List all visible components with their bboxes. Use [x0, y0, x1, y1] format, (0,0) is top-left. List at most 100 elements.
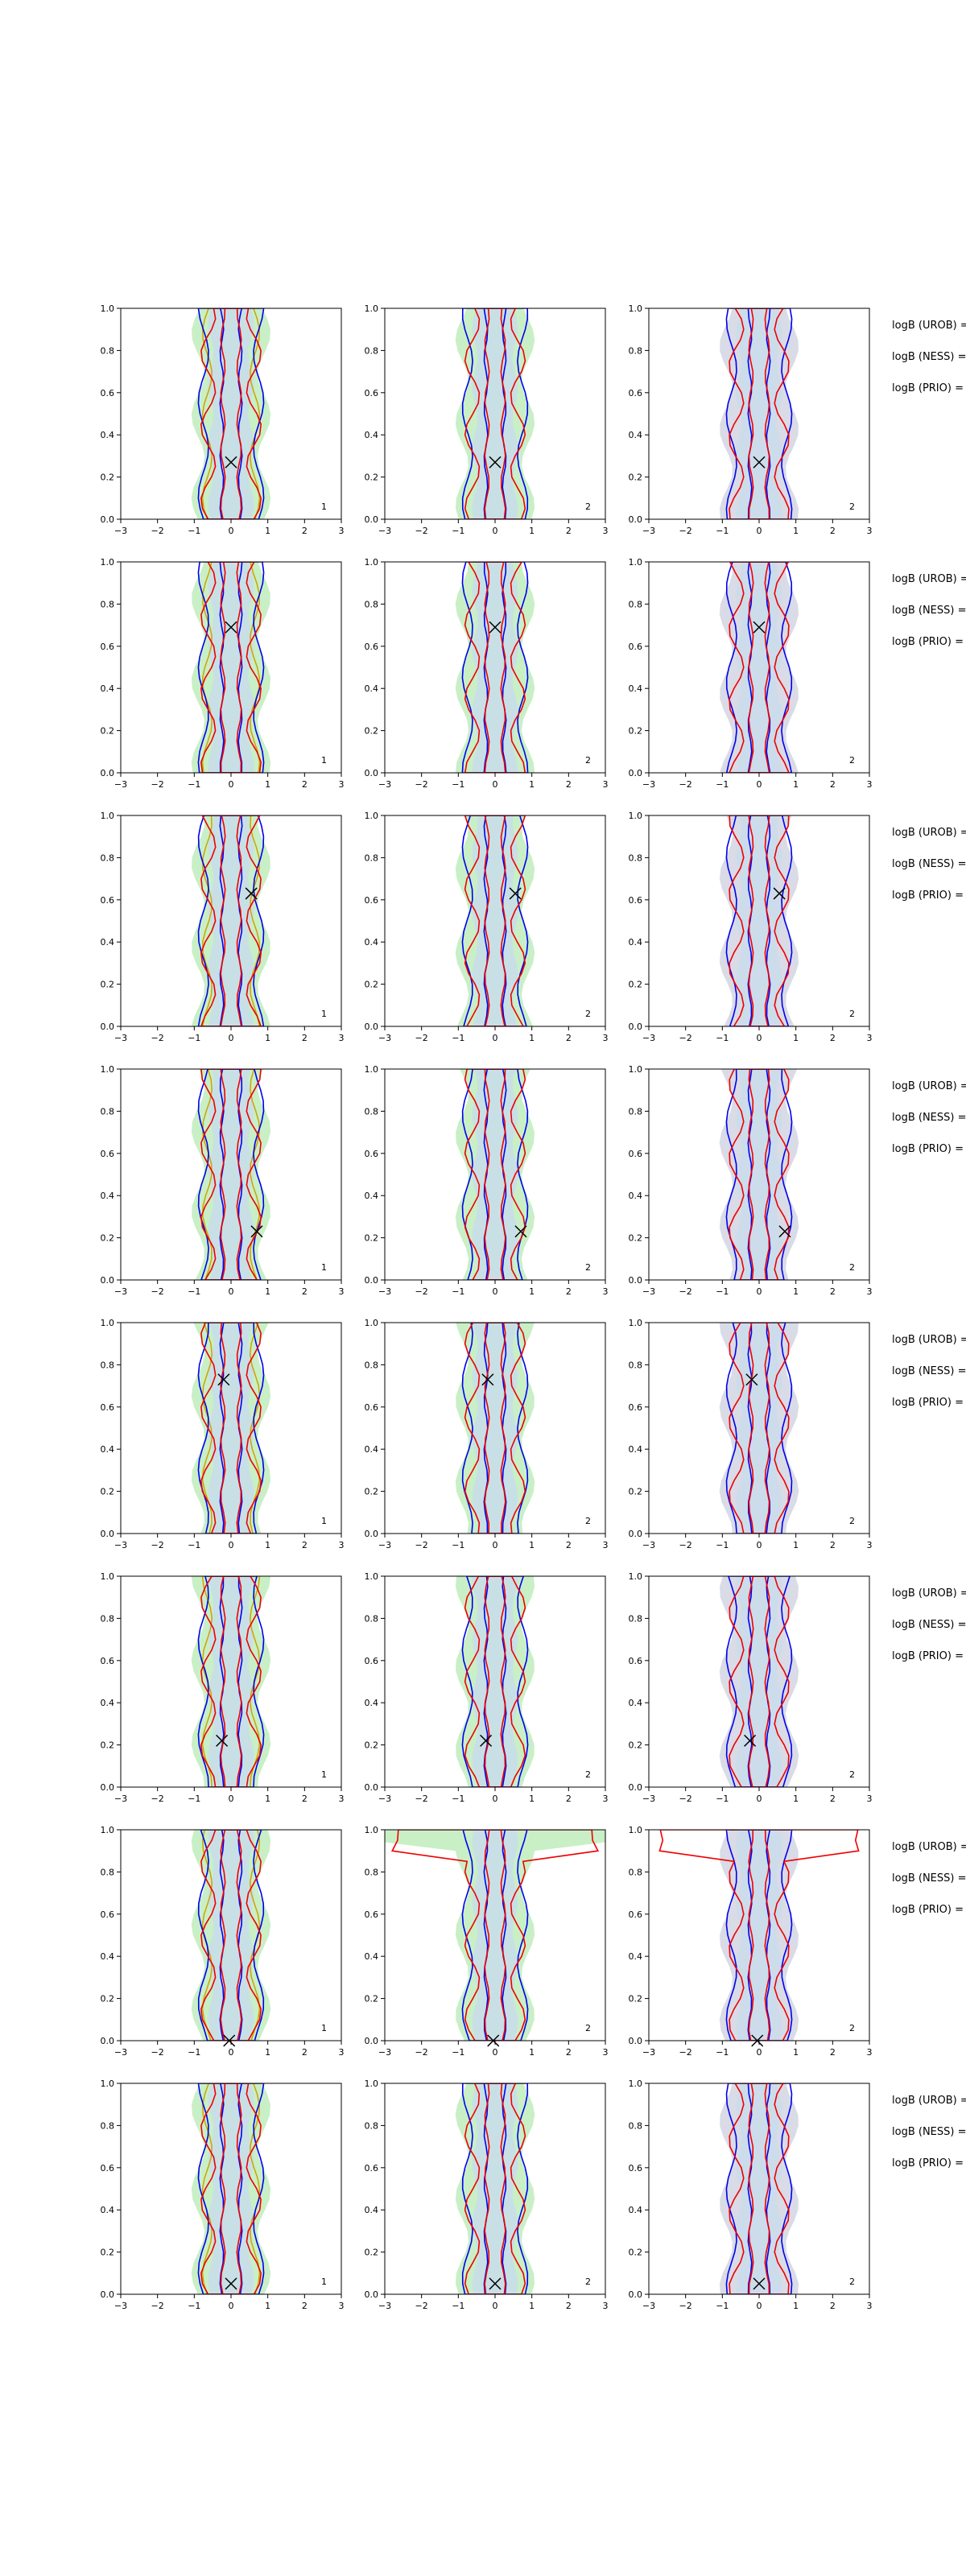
prior-inner-region: [736, 308, 782, 519]
y-tick-label: 0.8: [629, 1867, 643, 1877]
x-tick-label: 2: [566, 1033, 572, 1043]
y-tick-label: 0.4: [629, 1444, 643, 1455]
posterior-contour-inner-red: [484, 562, 506, 773]
y-tick-label: 0.6: [365, 388, 379, 398]
x-tick-label: −1: [452, 1286, 464, 1297]
posterior-contour-outer-red: [200, 562, 262, 773]
x-tick-label: −1: [452, 2047, 464, 2058]
true-value-marker: [217, 1373, 230, 1386]
y-tick-label: 1.0: [365, 1064, 379, 1075]
x-tick-label: 2: [302, 1794, 308, 1804]
prior-inner-region: [208, 308, 254, 519]
posterior-contour-inner-red: [484, 1576, 506, 1787]
side-label: logB (UROB) =: [892, 2095, 966, 2107]
y-tick-label: 0.4: [101, 1698, 115, 1708]
x-tick-label: 2: [302, 526, 308, 536]
x-tick-label: −2: [679, 779, 692, 790]
prior-inner-region: [208, 1323, 254, 1534]
x-tick-label: −2: [679, 1794, 692, 1804]
x-tick-label: −3: [114, 779, 127, 790]
prior-inner-region: [208, 1069, 254, 1280]
x-tick-label: −1: [188, 1540, 200, 1550]
side-label: logB (PRIO) =: [892, 1904, 964, 1916]
x-tick-label: 1: [793, 1794, 799, 1804]
side-label: logB (PRIO) =: [892, 890, 964, 902]
posterior-contour-outer-blue: [461, 815, 529, 1026]
y-tick-label: 0.6: [365, 1909, 379, 1920]
posterior-contour-inner-red: [484, 1323, 506, 1534]
y-tick-label: 0.2: [365, 1233, 379, 1244]
x-tick-label: −1: [188, 2047, 200, 2058]
true-value-marker: [753, 621, 766, 634]
y-tick-label: 0.6: [101, 1149, 115, 1159]
posterior-contour-outer-red: [729, 2083, 790, 2294]
subplot-r4-c1: −3 −2 −1 0 1 2 3 0.0 0.2 0.4 0.6 0.8 1.0 1: [101, 1064, 345, 1297]
x-tick-label: −1: [188, 526, 200, 536]
posterior-contour-outer-red: [200, 308, 262, 519]
posterior-contour-outer-red: [464, 562, 526, 773]
posterior-contour-outer-red: [729, 1576, 790, 1787]
y-tick-label: 0.0: [365, 768, 379, 778]
y-tick-label: 0.2: [629, 2248, 643, 2258]
x-tick-label: −1: [188, 2301, 200, 2311]
side-labels-row-8: logB (UROB) = logB (NESS) = logB (PRIO) =: [892, 2095, 966, 2169]
side-label: logB (NESS) =: [892, 1619, 966, 1631]
y-tick-label: 0.6: [101, 388, 115, 398]
panel-id-label: 2: [585, 2277, 591, 2287]
x-tick-label: 2: [302, 2047, 308, 2058]
y-tick-label: 1.0: [629, 303, 643, 314]
posterior-contour-inner-red: [220, 308, 242, 519]
y-tick-label: 0.6: [101, 1656, 115, 1666]
x-tick-label: 0: [229, 1540, 234, 1550]
x-tick-label: 1: [265, 2301, 270, 2311]
subplot-r4-c2: −3 −2 −1 0 1 2 3 0.0 0.2 0.4 0.6 0.8 1.0 2: [365, 1064, 609, 1297]
x-tick-label: 1: [793, 2301, 799, 2311]
x-tick-label: −2: [151, 526, 164, 536]
y-tick-label: 0.4: [365, 1444, 379, 1455]
x-tick-label: 2: [302, 2301, 308, 2311]
x-tick-label: 1: [793, 1286, 799, 1297]
x-tick-label: −3: [378, 1286, 391, 1297]
y-tick-label: 0.6: [101, 895, 115, 906]
y-tick-label: 0.0: [365, 2289, 379, 2300]
x-tick-label: 0: [757, 1794, 762, 1804]
panel-id-label: 2: [585, 1262, 591, 1273]
y-tick-label: 0.2: [101, 1487, 115, 1497]
posterior-contour-outer-blue: [197, 1830, 265, 2041]
y-tick-label: 0.4: [365, 1951, 379, 1962]
y-tick-label: 0.2: [101, 1994, 115, 2004]
posterior-contour-inner-red: [220, 1323, 242, 1534]
y-tick-label: 0.2: [101, 1740, 115, 1751]
x-tick-label: 3: [867, 1794, 873, 1804]
x-tick-label: −3: [642, 779, 655, 790]
y-tick-label: 0.0: [101, 2036, 115, 2046]
x-tick-label: 1: [793, 1540, 799, 1550]
x-tick-label: −1: [452, 1033, 464, 1043]
prior-inner-region: [472, 1069, 518, 1280]
x-tick-label: −2: [679, 2301, 692, 2311]
y-tick-label: 0.2: [629, 1994, 643, 2004]
x-tick-label: −3: [378, 2047, 391, 2058]
posterior-contour-inner-red: [220, 1069, 242, 1280]
y-tick-label: 0.0: [629, 1275, 643, 1286]
panel-id-label: 2: [849, 1262, 855, 1273]
x-tick-label: −3: [114, 526, 127, 536]
prior-contour: [201, 1830, 261, 2041]
y-tick-label: 0.8: [629, 2120, 643, 2131]
x-tick-label: 2: [830, 1286, 836, 1297]
subplot-r5-c3: −3 −2 −1 0 1 2 3 0.0 0.2 0.4 0.6 0.8 1.0 2: [629, 1318, 873, 1550]
side-label: logB (UROB) =: [892, 1080, 966, 1092]
x-tick-label: −1: [716, 1540, 729, 1550]
x-tick-label: −2: [415, 1286, 428, 1297]
x-tick-label: −3: [378, 1540, 391, 1550]
y-tick-label: 0.4: [101, 1191, 115, 1201]
posterior-contour-inner-blue: [483, 1323, 507, 1534]
panel-id-label: 2: [849, 2277, 855, 2287]
y-tick-label: 0.8: [101, 1360, 115, 1370]
posterior-contour-outer-red: [658, 1830, 860, 2041]
y-tick-label: 0.0: [101, 1529, 115, 1539]
x-tick-label: −1: [452, 2301, 464, 2311]
x-tick-label: −3: [378, 2301, 391, 2311]
y-tick-label: 0.2: [365, 473, 379, 483]
x-tick-label: 3: [339, 526, 345, 536]
